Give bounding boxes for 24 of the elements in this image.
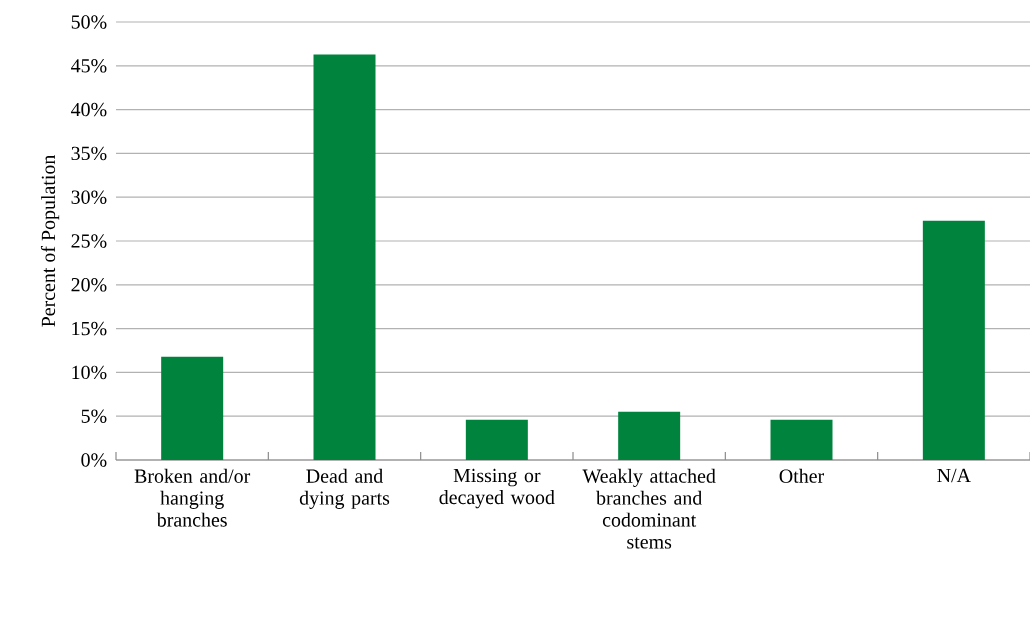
bar bbox=[161, 356, 224, 460]
x-tick-label: N/A bbox=[937, 468, 971, 483]
y-tick-label: 10% bbox=[72, 365, 107, 380]
y-tick-label: 25% bbox=[71, 234, 107, 248]
y-tick-label: 15% bbox=[72, 321, 107, 336]
y-tick-label: 20% bbox=[71, 278, 107, 292]
x-tick-label: Missing or decayed wood bbox=[439, 468, 555, 509]
x-tick-label: Dead and dying parts bbox=[299, 468, 390, 509]
bar bbox=[313, 54, 376, 460]
y-axis-title: Percent of Population bbox=[40, 154, 60, 327]
bar bbox=[618, 411, 681, 460]
bar bbox=[465, 419, 528, 460]
y-tick-label: 35% bbox=[71, 146, 107, 161]
y-tick-label: 30% bbox=[71, 190, 107, 204]
x-tick-label: Other bbox=[779, 468, 825, 483]
y-tick-label: 50% bbox=[71, 15, 107, 29]
y-tick-label: 40% bbox=[71, 102, 107, 117]
x-tick-label: Weakly attached branches and codominant stems bbox=[582, 468, 716, 549]
y-tick-label: 0% bbox=[81, 453, 107, 467]
bar bbox=[770, 419, 833, 460]
bar bbox=[922, 220, 985, 460]
y-tick-label: 45% bbox=[71, 59, 107, 73]
y-tick-label: 5% bbox=[81, 409, 107, 423]
x-tick-label: Broken and/or hanging branches bbox=[134, 468, 251, 527]
